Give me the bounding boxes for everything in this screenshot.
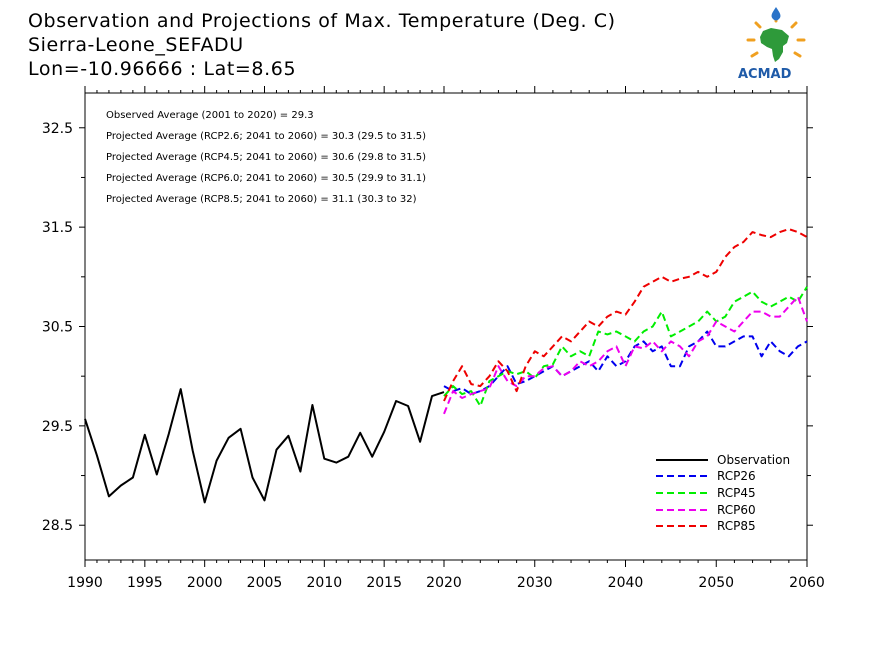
legend-label-rcp60: RCP60	[717, 503, 756, 517]
x-tick-label: 2005	[247, 575, 283, 591]
plot-frame	[84, 92, 808, 561]
series-line-rcp26	[443, 330, 808, 396]
series-line-rcp45	[443, 286, 808, 407]
annotation-rcp60-average: Projected Average (RCP6.0; 2041 to 2060)…	[106, 173, 426, 184]
annotation-rcp45-average: Projected Average (RCP4.5; 2041 to 2060)…	[106, 152, 426, 163]
y-tick-label: 28.5	[42, 518, 73, 534]
x-tick-label: 2020	[426, 575, 462, 591]
annotation-rcp85-average: Projected Average (RCP8.5; 2041 to 2060)…	[106, 194, 417, 205]
annotation-rcp26-average: Projected Average (RCP2.6; 2041 to 2060)…	[106, 131, 426, 142]
x-tick-label: 2050	[698, 575, 734, 591]
station-coordinates: Lon=-10.96666 : Lat=8.65	[28, 58, 296, 80]
x-tick-label: 2060	[789, 575, 825, 591]
acmad-logo-text: ACMAD	[738, 67, 792, 82]
acmad-logo: ACMAD	[738, 7, 806, 82]
series-line-observation	[84, 388, 445, 504]
chart-title: Observation and Projections of Max. Temp…	[28, 10, 616, 32]
average-annotations: Observed Average (2001 to 2020) = 29.3 P…	[106, 110, 426, 205]
x-tick-label: 1995	[127, 575, 163, 591]
legend: Observation RCP26 RCP45 RCP60 RCP85	[656, 453, 790, 533]
africa-map-icon	[760, 28, 789, 62]
x-tick-label: 2000	[187, 575, 223, 591]
y-tick-label: 32.5	[42, 121, 73, 137]
x-tick-label: 2015	[366, 575, 402, 591]
x-tick-label: 2010	[307, 575, 343, 591]
tick-labels: 28.5 29.5 30.5 31.5 32.5 1990 1995 2000 2005 2010…	[42, 121, 825, 591]
station-name: Sierra-Leone_SEFADU	[28, 34, 244, 56]
legend-label-rcp85: RCP85	[717, 519, 756, 533]
y-tick-label: 31.5	[42, 220, 73, 236]
y-tick-label: 29.5	[42, 419, 73, 435]
sun-rays-icon	[746, 13, 806, 58]
y-tick-label: 30.5	[42, 320, 73, 336]
axis-ticks	[79, 86, 813, 567]
series-line-rcp60	[443, 295, 808, 415]
legend-label-rcp26: RCP26	[717, 469, 756, 483]
x-tick-label: 1990	[67, 575, 103, 591]
legend-label-observation: Observation	[717, 453, 790, 467]
x-tick-label: 2040	[608, 575, 644, 591]
x-tick-label: 2030	[517, 575, 553, 591]
water-drop-icon	[771, 7, 781, 21]
series-lines	[84, 228, 808, 504]
annotation-observed-average: Observed Average (2001 to 2020) = 29.3	[106, 110, 314, 121]
series-line-rcp85	[443, 228, 808, 402]
legend-label-rcp45: RCP45	[717, 486, 756, 500]
